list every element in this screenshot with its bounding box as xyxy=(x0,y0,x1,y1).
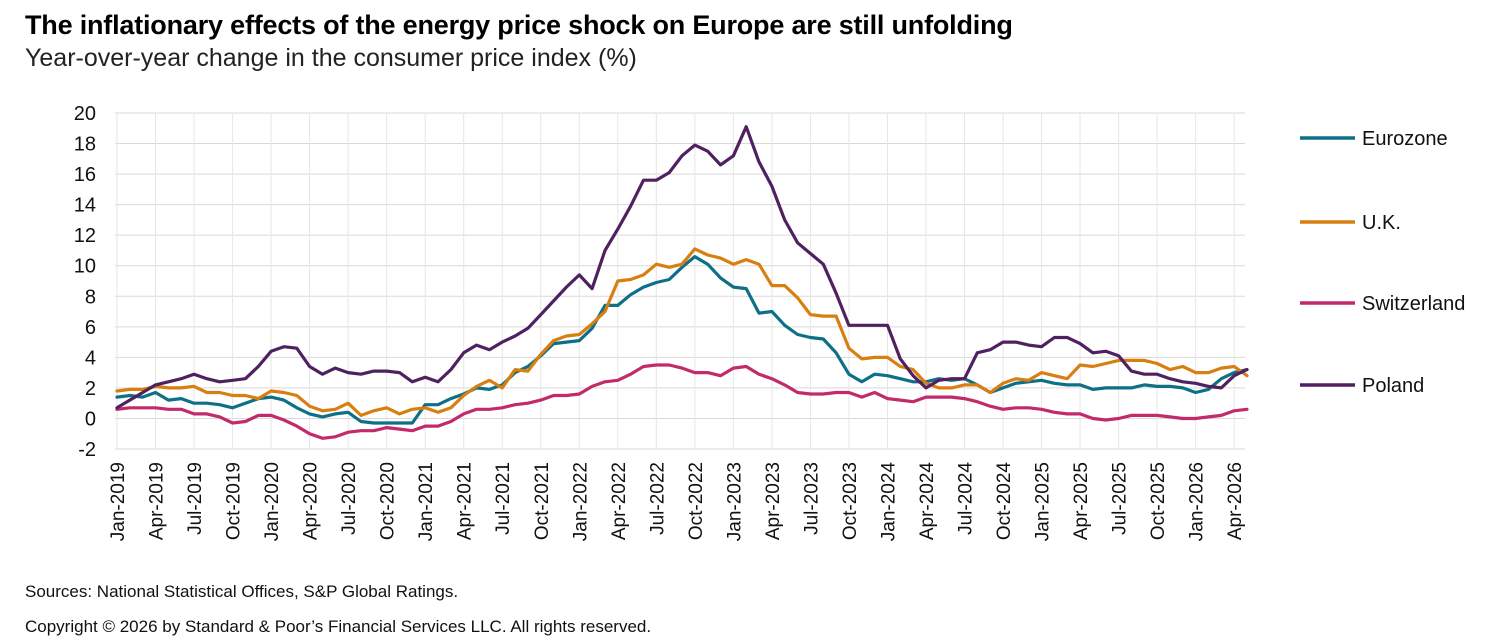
x-tick-label: Apr-2021 xyxy=(455,462,476,540)
y-tick-label: 12 xyxy=(74,225,96,247)
x-tick-label: Apr-2023 xyxy=(763,462,784,540)
x-tick-label: Oct-2020 xyxy=(378,462,399,540)
series-line-u-k xyxy=(115,247,1249,417)
x-tick-label: Jul-2021 xyxy=(493,462,514,535)
y-tick-label: 0 xyxy=(85,408,96,430)
x-tick-label: Apr-2019 xyxy=(147,462,168,540)
x-tick-label: Apr-2024 xyxy=(917,462,938,541)
series-line-eurozone xyxy=(115,255,1249,425)
x-tick-label: Jan-2021 xyxy=(416,462,437,541)
x-tick-label: Jul-2022 xyxy=(647,462,668,535)
source-note: Sources: National Statistical Offices, S… xyxy=(25,582,459,601)
x-tick-label: Apr-2025 xyxy=(1071,462,1092,540)
chart-title: The inflationary effects of the energy p… xyxy=(25,10,1013,40)
y-tick-label: 4 xyxy=(85,347,96,369)
x-tick-label: Apr-2026 xyxy=(1225,462,1246,540)
x-tick-label: Oct-2019 xyxy=(224,462,245,540)
x-tick-label: Oct-2025 xyxy=(1148,462,1169,540)
x-tick-label: Jul-2019 xyxy=(185,462,206,535)
x-tick-label: Jul-2023 xyxy=(801,462,822,535)
y-tick-label: 16 xyxy=(74,164,96,186)
y-tick-label: -2 xyxy=(78,439,96,461)
legend-label: Switzerland xyxy=(1362,293,1465,315)
y-tick-label: 8 xyxy=(85,286,96,308)
x-tick-label: Oct-2022 xyxy=(686,462,707,540)
y-tick-label: 18 xyxy=(74,134,96,156)
x-tick-label: Apr-2022 xyxy=(609,462,630,540)
x-tick-label: Oct-2024 xyxy=(994,462,1015,541)
legend-label: Poland xyxy=(1362,375,1424,397)
x-tick-label: Jan-2023 xyxy=(724,462,745,541)
x-tick-label: Jan-2022 xyxy=(570,462,591,541)
y-tick-label: 20 xyxy=(74,103,96,125)
x-tick-label: Jul-2025 xyxy=(1110,462,1131,535)
x-tick-label: Jan-2024 xyxy=(878,462,899,542)
x-tick-label: Jan-2025 xyxy=(1033,462,1054,541)
y-tick-label: 14 xyxy=(74,195,96,217)
series-line-switzerland xyxy=(115,363,1249,440)
legend-label: Eurozone xyxy=(1362,128,1448,150)
y-tick-label: 6 xyxy=(85,317,96,339)
x-tick-label: Oct-2023 xyxy=(840,462,861,540)
chart-subtitle: Year-over-year change in the consumer pr… xyxy=(25,44,637,72)
x-tick-label: Jul-2024 xyxy=(956,462,977,535)
legend-label: U.K. xyxy=(1362,212,1401,234)
y-tick-label: 2 xyxy=(85,378,96,400)
series-line-poland xyxy=(115,125,1249,410)
x-tick-label: Jan-2026 xyxy=(1187,462,1208,541)
y-tick-label: 10 xyxy=(74,256,96,278)
x-tick-label: Apr-2020 xyxy=(301,462,322,540)
x-tick-label: Jan-2019 xyxy=(108,462,129,541)
copyright-note: Copyright © 2026 by Standard & Poor’s Fi… xyxy=(25,617,652,636)
x-tick-label: Jul-2020 xyxy=(339,462,360,535)
x-tick-label: Oct-2021 xyxy=(532,462,553,540)
x-tick-label: Jan-2020 xyxy=(262,462,283,541)
